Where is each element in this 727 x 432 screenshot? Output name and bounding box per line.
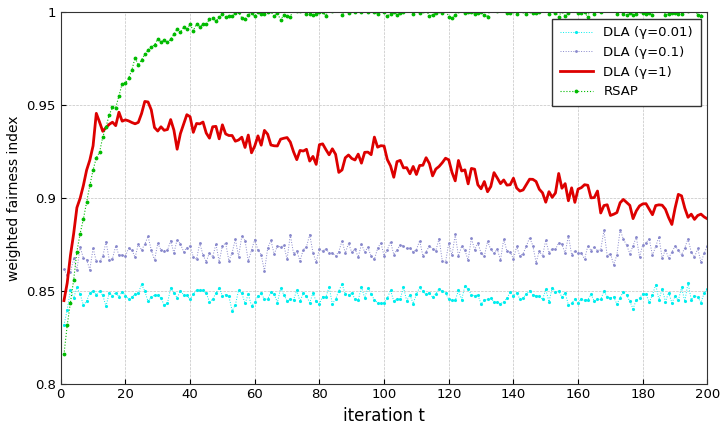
- DLA (γ=0.1): [89, 245, 97, 251]
- DLA (γ=1): [703, 216, 712, 222]
- DLA (γ=1): [182, 112, 191, 117]
- DLA (γ=1): [140, 99, 149, 104]
- DLA (γ=0.01): [86, 290, 95, 295]
- DLA (γ=0.1): [63, 273, 71, 278]
- DLA (γ=0.1): [616, 227, 624, 232]
- RSAP: [180, 25, 188, 30]
- DLA (γ=1): [86, 157, 95, 162]
- DLA (γ=0.1): [678, 252, 686, 257]
- DLA (γ=0.01): [180, 292, 188, 297]
- DLA (γ=0.01): [671, 294, 680, 299]
- RSAP: [651, 4, 660, 10]
- RSAP: [674, 11, 683, 16]
- Line: DLA (γ=1): DLA (γ=1): [64, 102, 707, 301]
- Legend: DLA (γ=0.01), DLA (γ=0.1), DLA (γ=1), RSAP: DLA (γ=0.01), DLA (γ=0.1), DLA (γ=1), RS…: [552, 19, 701, 106]
- DLA (γ=0.01): [703, 286, 712, 291]
- DLA (γ=0.01): [98, 293, 107, 298]
- DLA (γ=0.01): [60, 323, 68, 328]
- RSAP: [231, 11, 240, 16]
- DLA (γ=1): [98, 129, 107, 134]
- DLA (γ=1): [234, 137, 243, 143]
- X-axis label: iteration t: iteration t: [343, 407, 425, 425]
- Y-axis label: weighted fairness index: weighted fairness index: [7, 115, 21, 280]
- DLA (γ=0.1): [102, 239, 111, 245]
- Line: DLA (γ=0.01): DLA (γ=0.01): [63, 281, 709, 327]
- RSAP: [86, 183, 95, 188]
- RSAP: [703, 9, 712, 14]
- Line: RSAP: RSAP: [62, 3, 710, 357]
- DLA (γ=1): [674, 192, 683, 197]
- DLA (γ=0.01): [683, 280, 692, 286]
- DLA (γ=0.01): [231, 302, 240, 308]
- RSAP: [98, 134, 107, 140]
- DLA (γ=0.1): [234, 254, 243, 259]
- DLA (γ=1): [651, 203, 660, 208]
- RSAP: [609, 3, 618, 8]
- DLA (γ=0.1): [182, 245, 191, 250]
- DLA (γ=0.01): [648, 292, 656, 298]
- RSAP: [60, 352, 68, 357]
- DLA (γ=0.1): [703, 243, 712, 248]
- DLA (γ=1): [60, 298, 68, 303]
- DLA (γ=0.1): [60, 267, 68, 272]
- DLA (γ=0.1): [654, 235, 663, 240]
- Line: DLA (γ=0.1): DLA (γ=0.1): [63, 229, 709, 276]
